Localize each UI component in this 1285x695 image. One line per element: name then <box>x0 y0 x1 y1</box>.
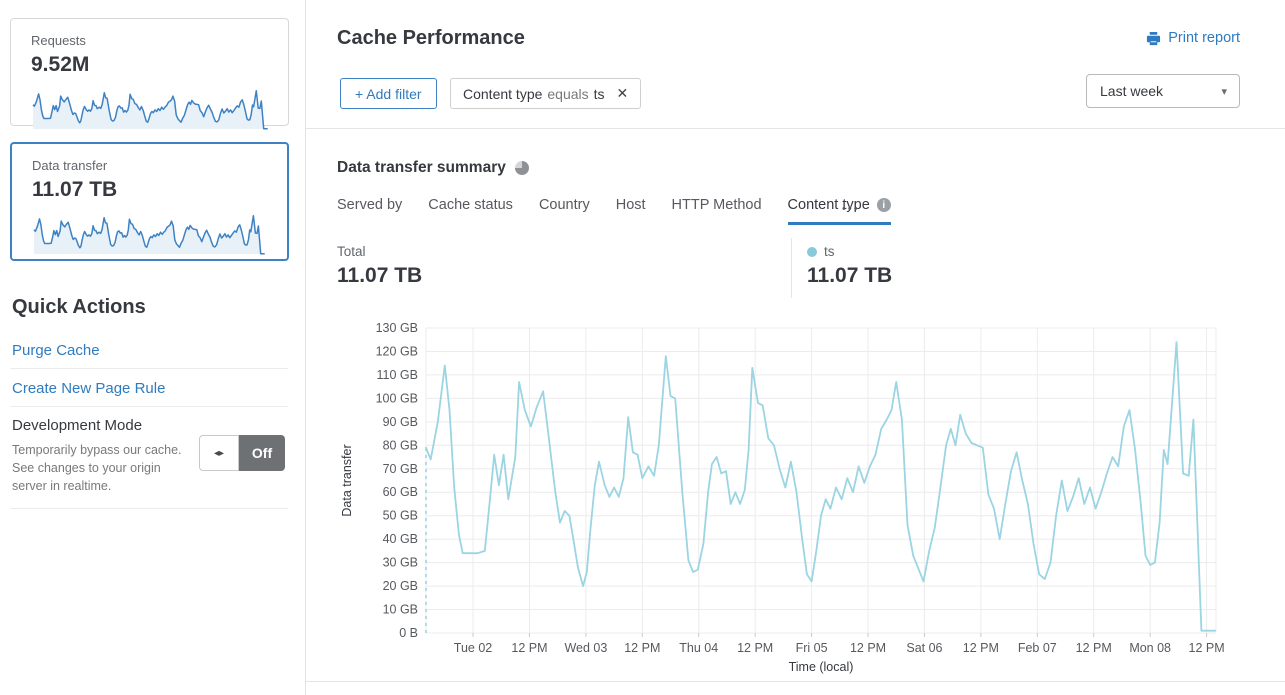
svg-text:12 PM: 12 PM <box>1076 641 1112 655</box>
filter-field: Content type <box>463 85 543 102</box>
cache-performance-panel: Cache Performance Print report + Add fil… <box>305 0 1285 695</box>
data-freshness-icon <box>514 161 529 175</box>
tab-content-type[interactable]: Content type i <box>787 197 891 225</box>
toggle-state-label: Off <box>239 435 285 471</box>
tab-country[interactable]: Country <box>539 197 590 222</box>
summary-section-title: Data transfer summary <box>337 159 506 176</box>
svg-text:70 GB: 70 GB <box>383 462 418 476</box>
svg-text:Tue 02: Tue 02 <box>454 641 493 655</box>
tab-label: Content type <box>787 197 870 213</box>
add-filter-button[interactable]: + Add filter <box>340 78 437 109</box>
create-page-rule-link[interactable]: Create New Page Rule <box>12 380 166 397</box>
svg-text:40 GB: 40 GB <box>383 532 418 546</box>
tab-cache-status[interactable]: Cache status <box>428 197 513 222</box>
svg-text:Sat 06: Sat 06 <box>906 641 942 655</box>
tab-label: Cache status <box>428 197 513 213</box>
total-label: Total <box>337 244 366 259</box>
development-mode-description: Temporarily bypass our cache. See change… <box>12 443 182 494</box>
requests-metric-card[interactable]: Requests 9.52M <box>10 18 289 130</box>
divider <box>10 508 288 509</box>
svg-text:Feb 07: Feb 07 <box>1018 641 1057 655</box>
divider <box>10 406 288 407</box>
print-report-label: Print report <box>1168 30 1240 46</box>
date-range-value: Last week <box>1100 83 1164 99</box>
svg-text:30 GB: 30 GB <box>383 556 418 570</box>
svg-text:90 GB: 90 GB <box>383 415 418 429</box>
svg-text:Thu 04: Thu 04 <box>679 641 718 655</box>
printer-icon <box>1147 31 1161 45</box>
total-value: 11.07 TB <box>337 264 423 287</box>
svg-text:Mon 08: Mon 08 <box>1129 641 1171 655</box>
svg-text:130 GB: 130 GB <box>376 321 418 335</box>
divider <box>306 128 1285 129</box>
svg-text:100 GB: 100 GB <box>376 391 418 405</box>
data-transfer-card-label: Data transfer <box>32 158 108 173</box>
tabs-overflow-icon[interactable]: ••• <box>842 203 860 215</box>
svg-text:10 GB: 10 GB <box>383 603 418 617</box>
requests-card-value: 9.52M <box>31 53 90 76</box>
purge-cache-link[interactable]: Purge Cache <box>12 342 100 359</box>
divider <box>306 681 1285 682</box>
tab-label: Country <box>538 197 590 213</box>
svg-text:Data transfer: Data transfer <box>340 444 354 516</box>
remove-filter-icon[interactable]: ✕ <box>616 85 629 101</box>
svg-text:12 PM: 12 PM <box>963 641 999 655</box>
legend-item-ts[interactable]: ts <box>807 244 835 259</box>
svg-text:12 PM: 12 PM <box>737 641 773 655</box>
svg-text:Fri 05: Fri 05 <box>796 641 828 655</box>
tab-http-method[interactable]: HTTP Method <box>672 197 762 222</box>
divider <box>10 368 288 369</box>
svg-text:120 GB: 120 GB <box>376 344 418 358</box>
data-transfer-sparkline-chart <box>33 215 265 255</box>
series-color-dot <box>807 246 817 257</box>
svg-text:110 GB: 110 GB <box>377 368 418 382</box>
svg-text:12 PM: 12 PM <box>511 641 547 655</box>
tab-host[interactable]: Host <box>616 197 646 222</box>
svg-text:60 GB: 60 GB <box>383 485 418 499</box>
analytics-sidebar: Requests 9.52M Data transfer 11.07 TB Qu… <box>0 0 305 695</box>
svg-text:12 PM: 12 PM <box>1189 641 1225 655</box>
info-icon[interactable]: i <box>876 198 891 212</box>
print-report-link[interactable]: Print report <box>1146 30 1240 46</box>
svg-text:12 PM: 12 PM <box>850 641 886 655</box>
tab-label: Served by <box>337 197 403 213</box>
breakdown-tabs: Served by Cache status Country Host HTTP Met… <box>337 197 891 225</box>
requests-sparkline-chart <box>32 90 268 130</box>
chevron-down-icon: ▾ <box>1221 85 1227 98</box>
tab-served-by[interactable]: Served by <box>337 197 402 222</box>
filter-operator: equals <box>547 85 589 102</box>
data-transfer-line-chart: 0 B 10 GB 20 GB 30 GB 40 GB 50 GB 60 GB 70 GB 80… <box>340 321 1225 674</box>
svg-text:50 GB: 50 GB <box>383 509 418 523</box>
svg-text:20 GB: 20 GB <box>383 579 418 593</box>
toggle-arrows-icon[interactable]: ◂▸ <box>199 435 239 471</box>
svg-text:80 GB: 80 GB <box>383 438 418 452</box>
series-total-value: 11.07 TB <box>807 264 893 287</box>
tab-label: HTTP Method <box>671 197 762 213</box>
data-transfer-metric-card[interactable]: Data transfer 11.07 TB <box>10 142 289 261</box>
quick-actions-heading: Quick Actions <box>12 296 146 318</box>
divider <box>791 238 792 298</box>
data-transfer-card-value: 11.07 TB <box>32 178 118 201</box>
requests-card-label: Requests <box>31 33 86 48</box>
date-range-select[interactable]: Last week ▾ <box>1086 74 1240 108</box>
svg-text:Time (local): Time (local) <box>789 660 854 674</box>
series-name: ts <box>824 244 835 259</box>
tab-label: Host <box>615 197 646 213</box>
page-title: Cache Performance <box>337 27 525 49</box>
svg-text:Wed 03: Wed 03 <box>564 641 607 655</box>
svg-text:12 PM: 12 PM <box>624 641 660 655</box>
development-mode-label: Development Mode <box>12 417 143 434</box>
filter-value: ts <box>593 85 605 102</box>
svg-text:0 B: 0 B <box>399 626 418 640</box>
content-type-filter-chip[interactable]: Content type equals ts ✕ <box>450 78 642 109</box>
development-mode-toggle[interactable]: ◂▸ Off <box>199 435 285 471</box>
